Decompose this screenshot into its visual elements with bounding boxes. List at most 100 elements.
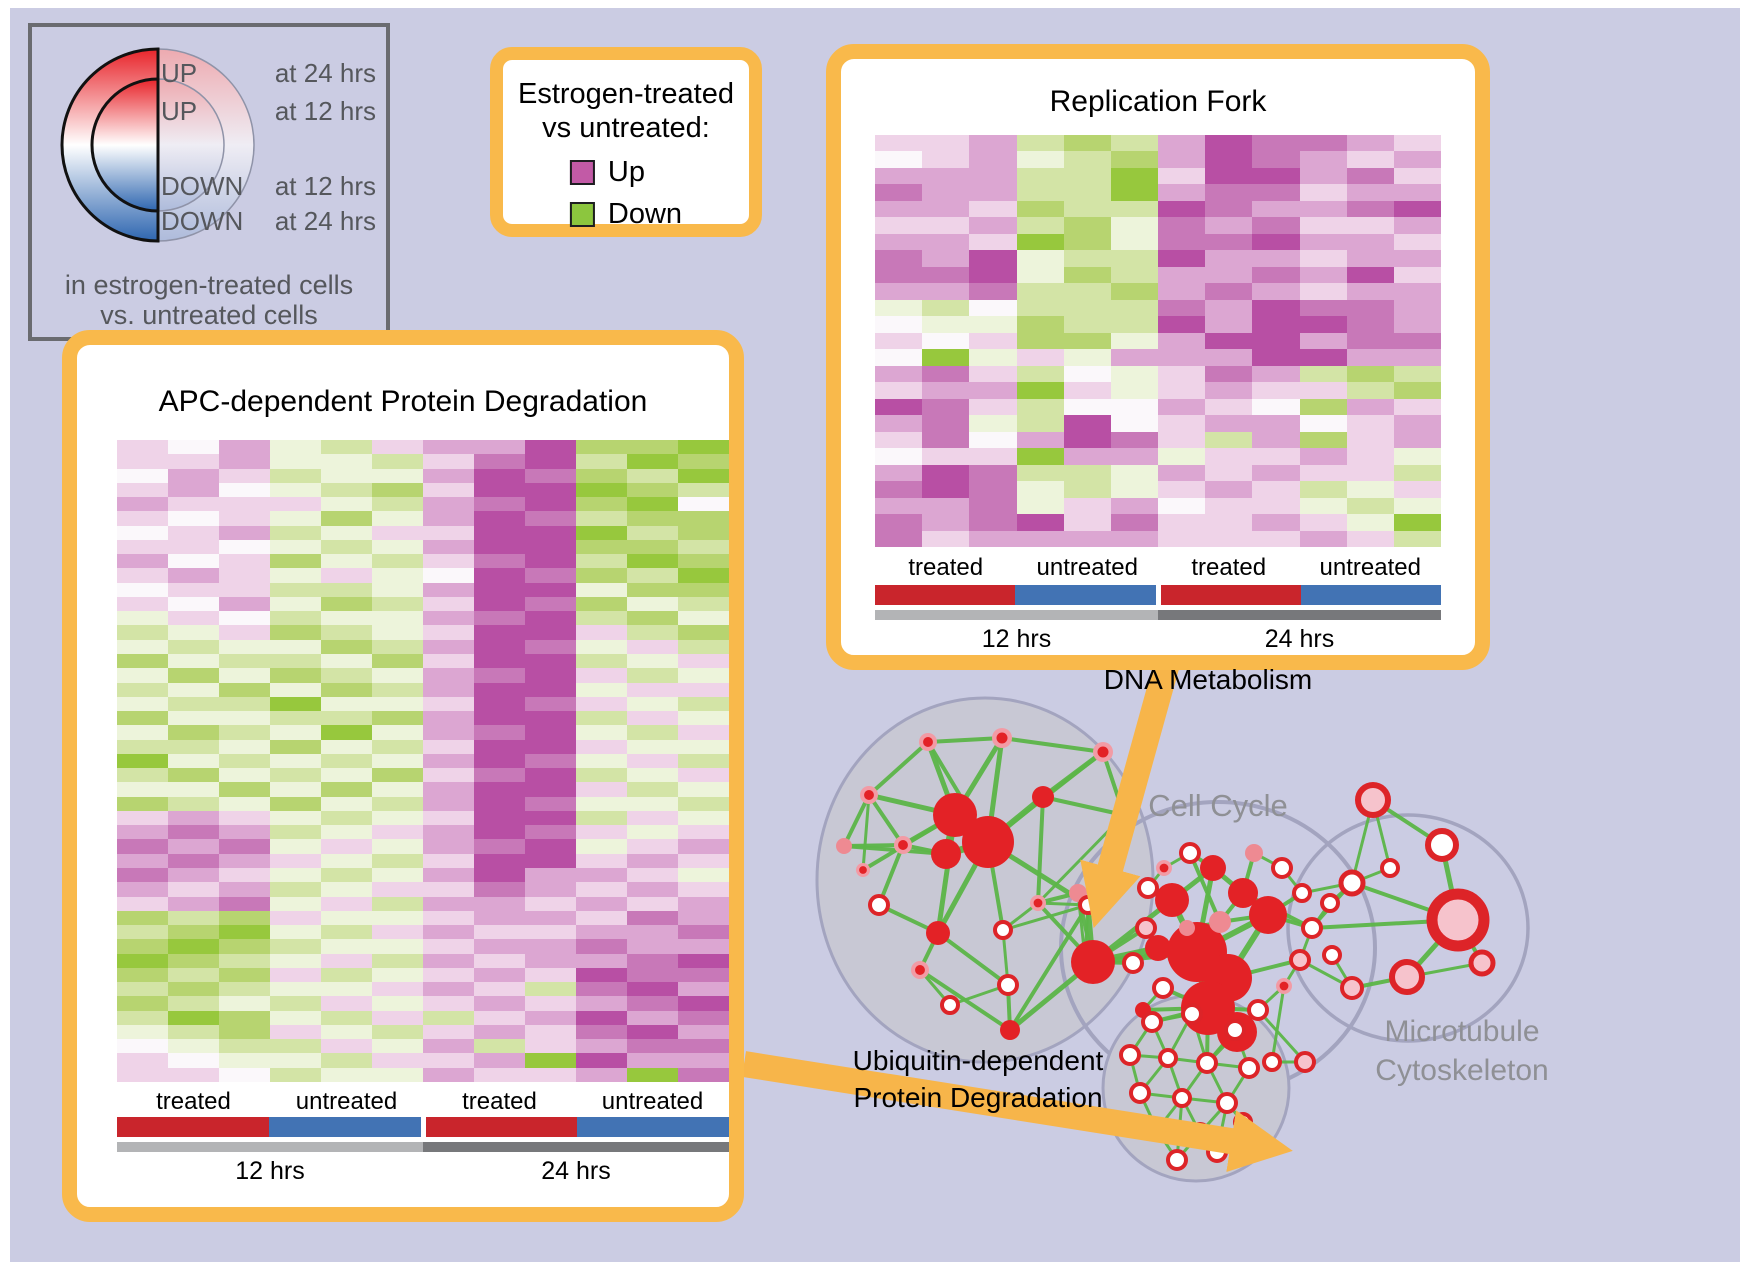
heatmap-cell xyxy=(627,696,678,712)
heatmap-cell xyxy=(1016,151,1064,168)
heatmap-cell xyxy=(576,1039,627,1054)
apc-group-labels: treated untreated treated untreated xyxy=(117,1088,729,1116)
heatmap-cell xyxy=(1252,464,1300,482)
heatmap-cell xyxy=(525,711,576,726)
heatmap-cell xyxy=(423,839,474,854)
heatmap-cell xyxy=(678,939,729,954)
heatmap-cell xyxy=(270,668,321,683)
heatmap-cell xyxy=(1205,464,1253,482)
heatmap-cell xyxy=(423,796,474,811)
heatmap-cell xyxy=(525,611,576,626)
heatmap-cell xyxy=(1393,217,1441,234)
cell-cycle-label: Cell Cycle xyxy=(1148,788,1288,823)
heatmap-cell xyxy=(969,332,1017,350)
heatmap-cell xyxy=(627,768,678,783)
heatmap-cell xyxy=(117,725,168,740)
heatmap-cell xyxy=(372,925,423,940)
heatmap-cell xyxy=(372,568,423,583)
heatmap-cell xyxy=(372,982,423,997)
heatmap-cell xyxy=(117,953,168,968)
heatmap-cell xyxy=(1252,250,1300,267)
heatmap-cell xyxy=(525,554,576,569)
heatmap-cell xyxy=(1110,530,1158,547)
heatmap-cell xyxy=(922,233,970,251)
heatmap-cell xyxy=(1346,448,1394,465)
heatmap-cell xyxy=(372,896,423,911)
heatmap-cell xyxy=(423,782,474,797)
color-key-title-2: vs untreated: xyxy=(542,112,710,144)
heatmap-cell xyxy=(321,454,372,469)
heatmap-cell xyxy=(1158,316,1206,333)
heatmap-cell xyxy=(1346,398,1394,416)
heatmap-cell xyxy=(219,668,270,683)
heatmap-cell xyxy=(1346,464,1394,482)
heatmap-cell xyxy=(168,982,219,997)
heatmap-cell xyxy=(219,739,270,754)
heatmap-cell xyxy=(168,539,219,555)
untreated-bar xyxy=(1015,585,1156,605)
heatmap-cell xyxy=(321,768,372,783)
heatmap-cell xyxy=(1252,530,1300,547)
heatmap-cell xyxy=(372,910,423,926)
heatmap-cell xyxy=(321,539,372,555)
heatmap-cell xyxy=(1016,250,1064,267)
heatmap-cell xyxy=(525,910,576,926)
heatmap-cell xyxy=(922,497,970,515)
heatmap-cell xyxy=(372,739,423,754)
heatmap-cell xyxy=(423,996,474,1011)
heatmap-cell xyxy=(423,753,474,769)
heatmap-cell xyxy=(474,539,525,555)
rf-time-bars xyxy=(875,610,1441,620)
rf-group-untreated-12: untreated xyxy=(1036,554,1138,581)
heatmap-cell xyxy=(922,135,970,152)
heatmap-cell xyxy=(117,853,168,868)
heatmap-cell xyxy=(168,753,219,769)
heatmap-cell xyxy=(1063,431,1111,449)
heatmap-cell xyxy=(1252,184,1300,201)
heatmap-cell xyxy=(117,839,168,854)
heatmap-cell xyxy=(219,810,270,826)
heatmap-cell xyxy=(219,796,270,811)
heatmap-cell xyxy=(576,568,627,583)
heatmap-cell xyxy=(678,882,729,897)
heatmap-cell xyxy=(168,625,219,640)
heatmap-cell xyxy=(1252,151,1300,168)
heatmap-cell xyxy=(525,482,576,498)
heatmap-cell xyxy=(321,482,372,498)
heatmap-cell xyxy=(423,1053,474,1068)
heatmap-cell xyxy=(1158,349,1206,366)
heatmap-cell xyxy=(423,739,474,754)
heatmap-cell xyxy=(627,1039,678,1054)
heatmap-cell xyxy=(321,696,372,712)
heatmap-cell xyxy=(219,782,270,797)
heatmap-cell xyxy=(321,725,372,740)
heatmap-cell xyxy=(922,283,970,300)
color-key-title-1: Estrogen-treated xyxy=(517,78,734,110)
heatmap-cell xyxy=(627,454,678,469)
heatmap-cell xyxy=(372,554,423,569)
heatmap-cell xyxy=(474,525,525,540)
heatmap-cell xyxy=(576,497,627,512)
heatmap-cell xyxy=(474,796,525,811)
heatmap-cell xyxy=(1063,497,1111,515)
heatmap-cell xyxy=(1063,415,1111,432)
heatmap-cell xyxy=(168,582,219,597)
heatmap-cell xyxy=(1158,365,1206,383)
heatmap-cell xyxy=(1205,349,1253,366)
heatmap-cell xyxy=(372,810,423,826)
heatmap-cell xyxy=(1110,332,1158,350)
legend-time-12b: at 12 hrs xyxy=(274,171,376,201)
heatmap-cell xyxy=(423,896,474,911)
heatmap-cell xyxy=(1158,431,1206,449)
heatmap-cell xyxy=(1252,200,1300,218)
heatmap-cell xyxy=(1252,398,1300,416)
heatmap-cell xyxy=(678,568,729,583)
heatmap-cell xyxy=(1205,200,1253,218)
heatmap-cell xyxy=(117,810,168,826)
heatmap-cell xyxy=(168,525,219,540)
heatmap-cell xyxy=(219,696,270,712)
heatmap-cell xyxy=(969,266,1017,284)
heatmap-cell xyxy=(627,582,678,597)
heatmap-cell xyxy=(168,682,219,697)
heatmap-cell xyxy=(168,454,219,469)
